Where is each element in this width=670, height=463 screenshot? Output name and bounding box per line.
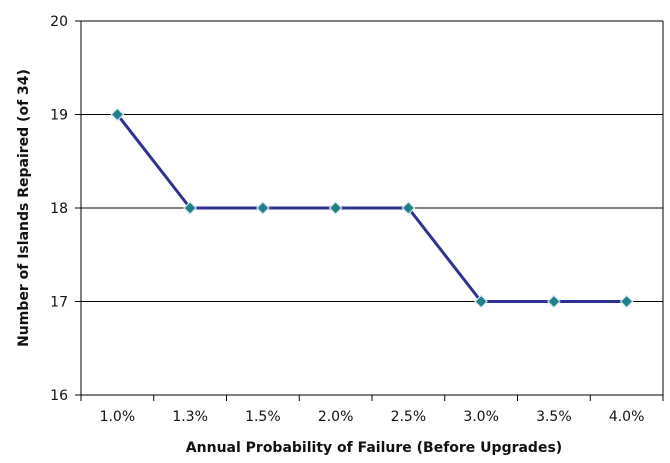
y-tick-label: 17 (50, 295, 68, 311)
axes (75, 20, 664, 401)
data-point-marker (256, 201, 270, 215)
x-tick-label: 4.0% (609, 409, 645, 425)
data-point-marker (547, 294, 561, 309)
data-point-marker (474, 294, 488, 309)
data-point-marker (183, 201, 197, 215)
series-layer (110, 107, 634, 309)
x-axis-title: Annual Probability of Failure (Before Up… (186, 440, 562, 456)
data-point-marker (110, 107, 125, 122)
x-tick-label: 1.5% (245, 409, 281, 425)
x-tick-label: 1.3% (172, 409, 208, 425)
data-point-marker (619, 294, 634, 309)
x-tick-label: 3.0% (463, 409, 499, 425)
x-tick-label: 2.0% (318, 409, 354, 425)
y-tick-label: 18 (50, 201, 68, 217)
x-tick-label: 1.0% (100, 409, 136, 425)
x-tick-label: 3.5% (536, 409, 572, 425)
data-point-marker (328, 201, 343, 215)
y-tick-label: 20 (50, 14, 68, 30)
y-tick-label: 16 (50, 388, 68, 404)
y-tick-label: 19 (50, 108, 68, 124)
tick-labels: 16 17 18 19 20 1.0% 1.3% 1.5% 2.0% 2.5% 3.0% 3.5% 4.… (50, 14, 644, 425)
y-axis-title: Number of Islands Repaired (of 34) (16, 69, 32, 347)
x-tick-label: 2.5% (391, 409, 427, 425)
data-point-marker (401, 201, 416, 215)
series-line (116, 113, 627, 303)
gridlines (81, 20, 663, 302)
